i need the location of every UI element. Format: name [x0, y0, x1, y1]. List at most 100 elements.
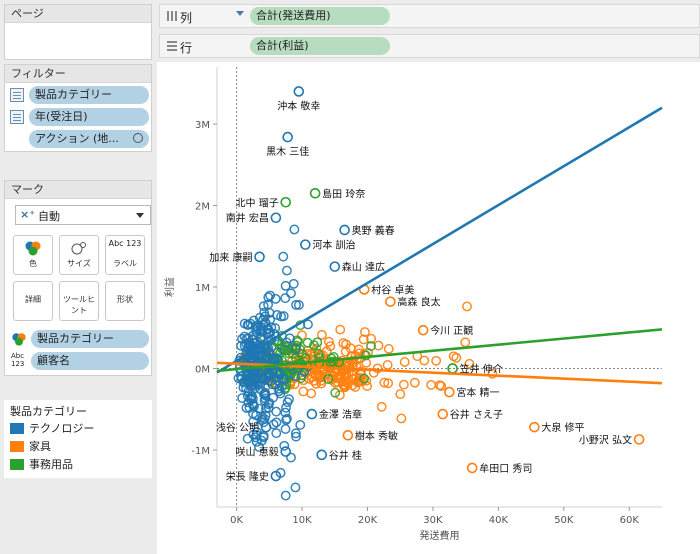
chevron-down-icon [136, 213, 144, 218]
data-point [341, 370, 351, 381]
point-label: 村谷 卓美 [371, 283, 414, 296]
data-point [633, 434, 645, 445]
columns-shelf[interactable]: 列 合計(発送費用) [159, 4, 700, 28]
point-label: 笠井 伸介 [460, 362, 503, 375]
chevron-down-icon[interactable] [236, 11, 244, 16]
x-tick-label: 50K [554, 515, 574, 526]
filter-pill-category[interactable]: 製品カテゴリー [29, 86, 149, 104]
data-point [288, 278, 299, 289]
data-point [281, 337, 292, 348]
data-point [290, 428, 301, 439]
mark-type-select[interactable]: ×⁺ 自動 [15, 205, 151, 225]
point-label: 咲山 恵毅 [236, 446, 279, 459]
filter-item-action[interactable]: アクション (地... [5, 129, 153, 149]
y-tick-label: 1M [195, 283, 210, 294]
data-point [409, 377, 420, 388]
marks-pill-customer[interactable]: 顧客名 [31, 352, 149, 370]
data-point [290, 371, 301, 382]
data-point [306, 408, 318, 420]
data-point [280, 280, 291, 291]
color-icon [12, 333, 26, 346]
data-point [243, 339, 254, 350]
point-label: 沖本 敬幸 [277, 99, 320, 112]
y-axis-title: 利益 [163, 277, 176, 297]
tooltip-button[interactable]: ツールヒント [59, 281, 99, 321]
color-icon [14, 236, 52, 258]
color-button-label: 色 [29, 259, 37, 268]
data-point [260, 393, 271, 404]
marks-field-category[interactable]: 製品カテゴリー [5, 329, 153, 349]
data-point [335, 324, 346, 335]
data-point [280, 196, 292, 208]
data-point [255, 379, 266, 390]
x-axis-title: 発送費用 [420, 529, 460, 542]
x-tick-label: 60K [620, 515, 640, 526]
data-point [243, 369, 254, 380]
marks-pill-category[interactable]: 製品カテゴリー [31, 330, 149, 348]
data-point [255, 384, 266, 395]
data-point [282, 131, 293, 143]
data-point [316, 449, 328, 461]
shape-button-label: 形状 [117, 295, 133, 304]
columns-shelf-label: 列 [180, 11, 193, 25]
data-point [271, 428, 282, 439]
data-point [323, 336, 334, 347]
scatter-chart[interactable]: 0K 10K 20K 30K 40K 50K 60K -1M 0M 1M 2M 3M 発送費用 利益 沖本… [157, 62, 700, 554]
marks-field-customer[interactable]: Abc 123 顧客名 [5, 351, 153, 371]
legend-label: テクノロジー [29, 422, 95, 435]
point-label: 栄長 隆史 [226, 470, 269, 483]
filter-list-icon [10, 110, 24, 124]
y-tick-label: 2M [195, 202, 210, 213]
data-point [265, 290, 276, 301]
data-point [295, 344, 305, 355]
data-point [396, 413, 407, 424]
rows-pill[interactable]: 合計(利益) [250, 37, 390, 55]
rows-shelf[interactable]: 行 合計(利益) [159, 34, 700, 58]
data-point [359, 327, 370, 337]
pages-title: ページ [5, 5, 151, 23]
data-point [342, 429, 354, 441]
data-point [313, 348, 324, 359]
detail-button[interactable]: 詳細 [13, 281, 53, 321]
color-button[interactable]: 色 [13, 235, 53, 275]
data-point [333, 372, 344, 382]
data-point [290, 344, 301, 354]
filter-item-year[interactable]: 年(受注日) [5, 107, 153, 127]
data-point [276, 311, 286, 322]
data-point [270, 212, 282, 224]
point-label: 金澤 浩章 [319, 408, 362, 421]
data-point [316, 375, 327, 386]
trend-line [216, 328, 663, 373]
label-button[interactable]: Abc 123 ラベル [105, 235, 145, 275]
data-point [529, 421, 540, 433]
data-point [248, 408, 258, 419]
filter-item-category[interactable]: 製品カテゴリー [5, 85, 153, 105]
filter-pill-action[interactable]: アクション (地... [29, 130, 149, 148]
data-point [487, 368, 498, 379]
point-label: 大泉 修平 [541, 421, 584, 434]
columns-pill[interactable]: 合計(発送費用) [250, 7, 390, 25]
y-tick-label: -1M [191, 446, 210, 457]
data-point [460, 337, 471, 348]
scatter-plot[interactable]: 0K 10K 20K 30K 40K 50K 60K -1M 0M 1M 2M 3M 発送費用 利益 沖本… [157, 62, 700, 554]
data-point [245, 381, 256, 392]
link-icon [133, 133, 143, 143]
data-point [256, 435, 267, 446]
data-point [383, 378, 394, 389]
size-button[interactable]: サイズ [59, 235, 99, 275]
data-point [258, 301, 269, 312]
data-point [464, 358, 475, 369]
shape-button[interactable]: 形状 [105, 281, 145, 321]
data-point [340, 382, 350, 393]
data-point [341, 377, 352, 388]
point-label: 奥野 義春 [352, 224, 395, 237]
data-point [263, 292, 274, 303]
filter-pill-year[interactable]: 年(受注日) [29, 108, 149, 126]
data-point [289, 224, 300, 235]
data-point [288, 349, 299, 360]
data-point [280, 407, 291, 418]
data-point [466, 462, 478, 474]
data-point [259, 307, 270, 318]
data-point [254, 442, 264, 452]
size-icon [60, 236, 98, 258]
